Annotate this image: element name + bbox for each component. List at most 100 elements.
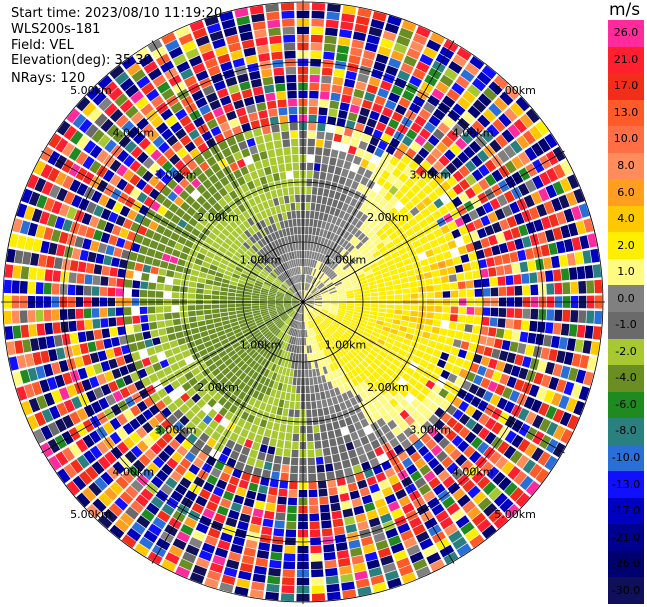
radar-gate: [480, 129, 494, 143]
radar-gate: [440, 224, 451, 235]
radar-gate: [278, 107, 288, 116]
radar-gate: [311, 409, 318, 417]
radar-gate: [225, 34, 240, 45]
radar-gate: [109, 481, 124, 496]
radar-gate: [451, 82, 465, 96]
radar-gate: [369, 110, 380, 121]
radar-gate: [197, 277, 206, 284]
radar-gate: [156, 243, 166, 252]
radar-gate: [172, 538, 187, 551]
radar-gate: [316, 282, 323, 289]
radar-gate: [446, 88, 460, 102]
radar-gate: [391, 345, 400, 353]
radar-gate: [410, 310, 418, 317]
colorbar-segment: [608, 338, 644, 366]
radar-gate: [410, 421, 421, 432]
radar-gate: [474, 288, 483, 297]
radar-gate: [275, 303, 284, 306]
radar-gate: [335, 52, 348, 62]
radar-gate: [311, 401, 317, 409]
radar-gate: [326, 316, 334, 322]
radar-gate: [308, 122, 317, 131]
radar-gate: [334, 166, 342, 176]
radar-gate: [533, 219, 544, 232]
radar-gate: [399, 206, 409, 216]
radar-gate: [471, 422, 484, 435]
radar-gate: [346, 233, 354, 242]
radar-gate: [272, 398, 280, 407]
radar-gate: [319, 367, 325, 376]
colorbar-segment: [608, 99, 644, 127]
radar-gate: [449, 282, 458, 290]
radar-gate: [379, 246, 388, 254]
radar-gate: [409, 516, 422, 529]
radar-gate: [62, 219, 73, 232]
radar-gate: [154, 250, 164, 260]
radar-gate: [388, 118, 400, 130]
radar-gate: [496, 397, 508, 410]
radar-gate: [427, 390, 438, 401]
radar-gate: [165, 115, 178, 127]
radar-gate: [195, 305, 204, 310]
radar-gate: [372, 11, 387, 22]
radar-gate: [311, 328, 315, 336]
radar-gate: [284, 294, 292, 298]
radar-gate: [344, 416, 353, 426]
radar-gate: [477, 114, 491, 128]
radar-gate: [116, 149, 129, 163]
radar-gate: [253, 416, 262, 426]
radar-gate: [338, 37, 351, 47]
radar-gate: [26, 174, 39, 190]
radar-gate: [379, 350, 388, 358]
radar-gate: [423, 451, 435, 463]
radar-gate: [401, 154, 412, 166]
radar-gate: [212, 38, 226, 49]
radar-gate: [548, 242, 558, 255]
radar-gate: [148, 67, 162, 81]
radar-gate: [328, 189, 336, 199]
radar-gate: [375, 539, 389, 551]
radar-gate: [240, 363, 249, 372]
radar-gate: [314, 294, 322, 298]
radar-gate: [241, 340, 249, 348]
radar-gate: [289, 401, 295, 409]
radar-gate: [286, 244, 291, 253]
radar-gate: [263, 510, 275, 520]
radar-gate: [325, 27, 338, 37]
colorbar-segment: [608, 391, 644, 419]
radar-gate: [475, 387, 487, 399]
radar-gate: [185, 48, 200, 60]
radar-gate: [342, 345, 350, 354]
radar-gate: [460, 254, 470, 263]
radar-gate: [261, 68, 273, 78]
radar-gate: [172, 318, 181, 326]
radar-gate: [307, 337, 311, 345]
radar-gate: [428, 115, 441, 127]
radar-gate: [416, 415, 427, 426]
radar-gate: [308, 361, 312, 370]
radar-gate: [156, 275, 166, 284]
radar-gate: [338, 237, 346, 246]
radar-gate: [171, 141, 183, 153]
radar-gate: [326, 258, 332, 266]
radar-gate: [276, 407, 283, 416]
radar-gate: [266, 583, 280, 593]
radar-gate: [313, 293, 321, 298]
radar-gate: [87, 341, 97, 353]
radar-gate: [96, 149, 109, 163]
radar-gate: [34, 411, 47, 427]
radar-gate: [350, 336, 359, 343]
radar-gate: [98, 397, 110, 410]
radar-gate: [402, 305, 411, 310]
radar-gate: [352, 264, 361, 271]
radar-gate: [215, 424, 226, 435]
radar-gate: [272, 282, 280, 288]
radar-gate: [263, 461, 273, 471]
radar-gate: [199, 161, 210, 172]
radar-gate: [460, 459, 474, 473]
radar-gate: [320, 341, 325, 350]
radar-gate: [361, 99, 373, 110]
radar-gate: [352, 333, 361, 340]
radar-gate: [420, 337, 429, 346]
radar-gate: [236, 578, 251, 589]
